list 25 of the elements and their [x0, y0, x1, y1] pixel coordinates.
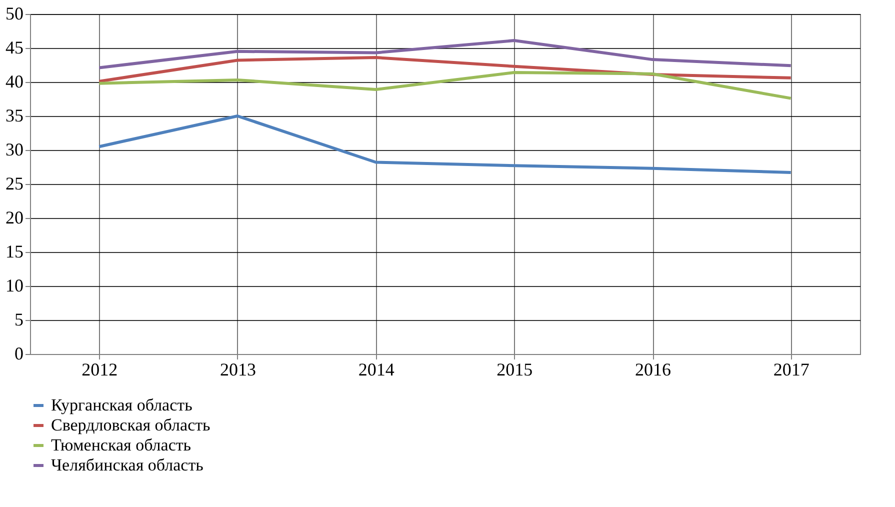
line-series	[98, 114, 792, 174]
y-tick-label: 50	[6, 4, 24, 24]
x-tick-label: 2014	[358, 360, 394, 380]
y-tick-label: 35	[6, 106, 24, 126]
y-tick-label: 5	[14, 310, 24, 330]
x-tick-label: 2016	[635, 360, 671, 380]
legend-label: Тюменская область	[51, 436, 192, 454]
y-tick-label: 15	[6, 242, 24, 262]
y-tick-label: 25	[6, 174, 24, 194]
y-tick-label: 10	[6, 276, 24, 296]
y-tick-label: 0	[14, 344, 24, 364]
line-series	[98, 70, 792, 100]
x-tick-label: 2013	[220, 360, 256, 380]
y-tick-label: 40	[6, 72, 24, 92]
line-series	[98, 39, 792, 70]
x-tick-label: 2012	[82, 360, 118, 380]
line-series	[98, 56, 792, 83]
y-tick-label: 45	[6, 38, 24, 58]
y-tick-label: 20	[6, 208, 24, 228]
x-tick-label: 2015	[496, 360, 533, 380]
y-tick-label: 30	[6, 140, 24, 160]
x-tick-label: 2017	[773, 360, 810, 380]
legend-label: Свердловская область	[51, 416, 211, 434]
legend-label: Курганская область	[51, 396, 193, 414]
legend-label: Челябинская область	[51, 456, 204, 474]
